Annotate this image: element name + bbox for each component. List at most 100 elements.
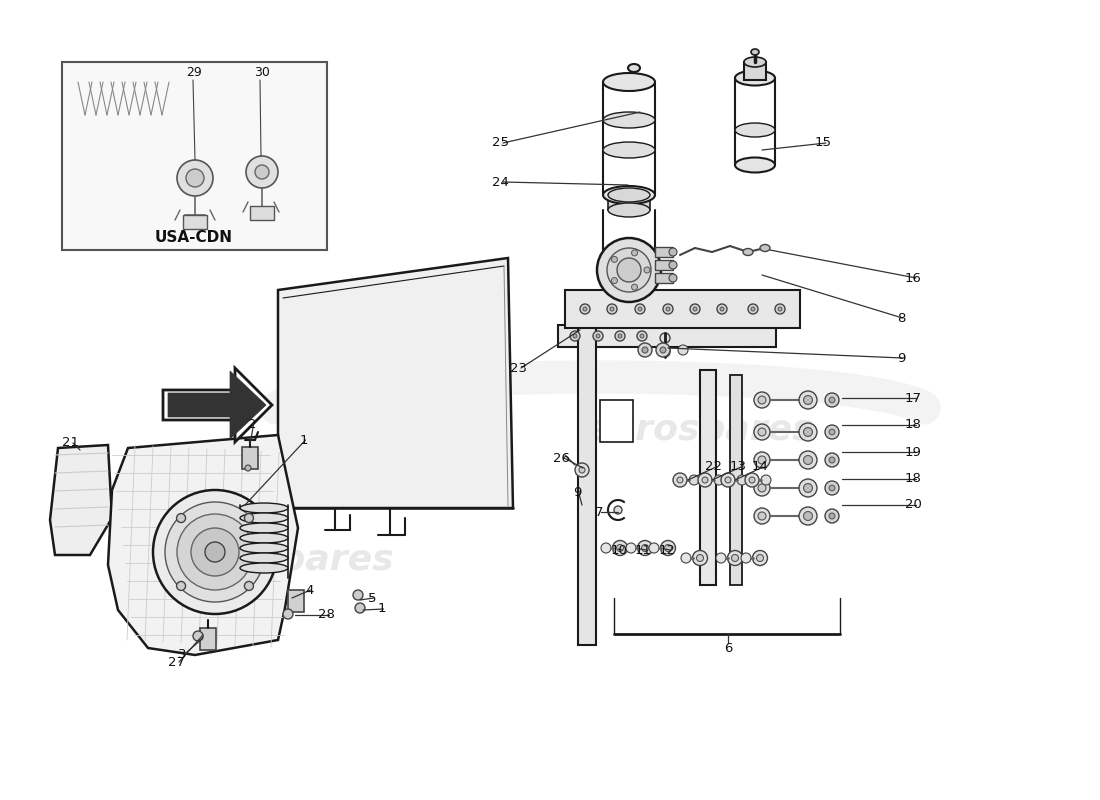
Bar <box>578 325 596 645</box>
Circle shape <box>758 456 766 464</box>
Circle shape <box>580 304 590 314</box>
Circle shape <box>803 427 813 437</box>
Circle shape <box>177 514 186 522</box>
Circle shape <box>758 428 766 436</box>
Circle shape <box>829 429 835 435</box>
Circle shape <box>754 508 770 524</box>
Circle shape <box>702 477 708 483</box>
Ellipse shape <box>240 533 288 543</box>
Circle shape <box>758 512 766 520</box>
Circle shape <box>754 480 770 496</box>
Bar <box>654 247 673 257</box>
Circle shape <box>579 467 585 473</box>
Circle shape <box>177 514 253 590</box>
Circle shape <box>607 248 651 292</box>
Ellipse shape <box>240 523 288 533</box>
Text: 15: 15 <box>815 137 832 150</box>
Circle shape <box>255 165 270 179</box>
Circle shape <box>245 465 251 471</box>
Ellipse shape <box>751 49 759 55</box>
Circle shape <box>191 528 239 576</box>
Text: 19: 19 <box>905 446 922 458</box>
Ellipse shape <box>760 245 770 251</box>
Circle shape <box>693 550 707 566</box>
Circle shape <box>615 331 625 341</box>
Circle shape <box>761 475 771 485</box>
Bar <box>730 375 743 585</box>
Circle shape <box>153 490 277 614</box>
Text: 2: 2 <box>248 418 256 431</box>
Ellipse shape <box>240 563 288 573</box>
Circle shape <box>355 603 365 613</box>
Ellipse shape <box>735 123 776 137</box>
Ellipse shape <box>669 261 676 269</box>
Circle shape <box>799 479 817 497</box>
Circle shape <box>749 477 755 483</box>
Text: 14: 14 <box>752 461 769 474</box>
Circle shape <box>799 451 817 469</box>
Polygon shape <box>108 435 298 655</box>
Circle shape <box>754 452 770 468</box>
Bar <box>654 273 673 283</box>
Ellipse shape <box>603 142 654 158</box>
Circle shape <box>575 463 589 477</box>
Bar <box>62 62 327 250</box>
Text: 23: 23 <box>510 362 527 374</box>
Text: 6: 6 <box>724 642 733 654</box>
Text: 10: 10 <box>610 543 628 557</box>
Circle shape <box>631 284 638 290</box>
Circle shape <box>663 304 673 314</box>
Circle shape <box>186 169 204 187</box>
Ellipse shape <box>603 112 654 128</box>
Circle shape <box>660 347 666 353</box>
Circle shape <box>642 347 648 353</box>
Bar <box>565 290 800 328</box>
Text: 5: 5 <box>368 591 376 605</box>
Circle shape <box>689 475 698 485</box>
Text: 25: 25 <box>492 137 509 150</box>
Text: 16: 16 <box>905 271 922 285</box>
Circle shape <box>616 545 624 551</box>
Ellipse shape <box>735 70 776 86</box>
Text: 4: 4 <box>305 583 314 597</box>
Circle shape <box>776 304 785 314</box>
Circle shape <box>612 278 617 283</box>
Circle shape <box>829 397 835 403</box>
Circle shape <box>638 343 652 357</box>
Circle shape <box>720 307 724 311</box>
Circle shape <box>617 258 641 282</box>
Circle shape <box>635 304 645 314</box>
Ellipse shape <box>608 203 650 217</box>
Circle shape <box>690 304 700 314</box>
Circle shape <box>829 457 835 463</box>
Circle shape <box>614 506 622 514</box>
Circle shape <box>803 455 813 465</box>
Text: 22: 22 <box>705 461 722 474</box>
Text: 7: 7 <box>595 506 604 518</box>
Circle shape <box>720 473 735 487</box>
Bar <box>608 195 650 210</box>
Circle shape <box>177 582 186 590</box>
Polygon shape <box>168 371 266 439</box>
Text: 29: 29 <box>186 66 201 78</box>
Bar <box>242 447 258 469</box>
Circle shape <box>752 550 768 566</box>
Ellipse shape <box>608 188 650 202</box>
Bar <box>183 215 207 229</box>
Circle shape <box>754 424 770 440</box>
Text: 13: 13 <box>730 461 747 474</box>
Ellipse shape <box>240 553 288 563</box>
Bar <box>250 206 274 220</box>
Circle shape <box>754 392 770 408</box>
Circle shape <box>825 393 839 407</box>
Circle shape <box>825 425 839 439</box>
Circle shape <box>758 484 766 492</box>
Circle shape <box>631 250 638 256</box>
Text: 8: 8 <box>896 311 905 325</box>
Text: 11: 11 <box>635 543 652 557</box>
Circle shape <box>660 345 670 355</box>
Circle shape <box>353 590 363 600</box>
Circle shape <box>612 257 617 262</box>
Circle shape <box>803 395 813 405</box>
Circle shape <box>573 334 578 338</box>
